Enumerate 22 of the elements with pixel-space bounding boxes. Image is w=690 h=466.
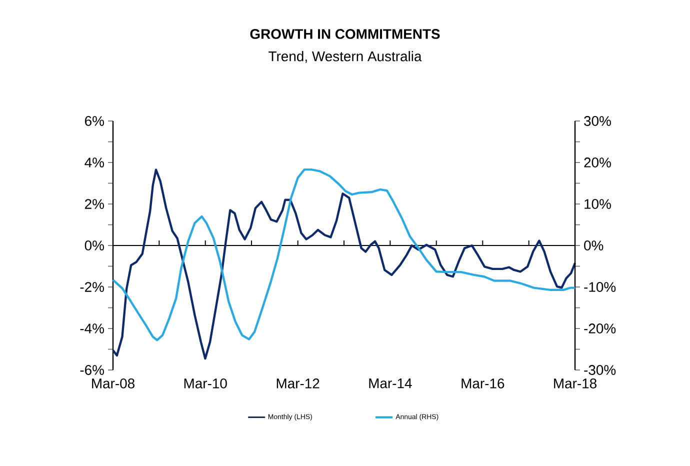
x-tick-label: Mar-08: [92, 378, 134, 388]
x-tick-label: Mar-18: [554, 378, 596, 388]
y-tick-label: 0%: [84, 240, 104, 250]
y2-tick-label: 20%: [584, 158, 611, 168]
y-tick-label: -4%: [80, 324, 104, 334]
y2-tick-label: -20%: [584, 324, 616, 334]
x-tick-label: Mar-14: [369, 378, 412, 388]
y-tick-label: 6%: [85, 116, 104, 126]
y2-tick-label: -10%: [584, 282, 616, 292]
y2-tick-label: -30%: [584, 365, 616, 375]
x-tick-label: Mar-16: [462, 378, 504, 388]
y-tick-label: 2%: [85, 199, 104, 209]
y2-tick-label: 30%: [584, 116, 611, 126]
y-tick-label: -6%: [80, 365, 104, 375]
chart-title: GROWTH IN COMMITMENTS: [250, 29, 440, 39]
x-tick-label: Mar-12: [276, 378, 320, 388]
y-tick-label: 4%: [84, 158, 104, 168]
y-tick-label: -2%: [80, 282, 104, 292]
y2-tick-label: 10%: [584, 199, 611, 209]
chart-subtitle: Trend, Western Australia: [268, 51, 422, 63]
y2-tick-label: 0%: [584, 240, 604, 250]
x-tick-label: Mar-10: [184, 378, 227, 388]
